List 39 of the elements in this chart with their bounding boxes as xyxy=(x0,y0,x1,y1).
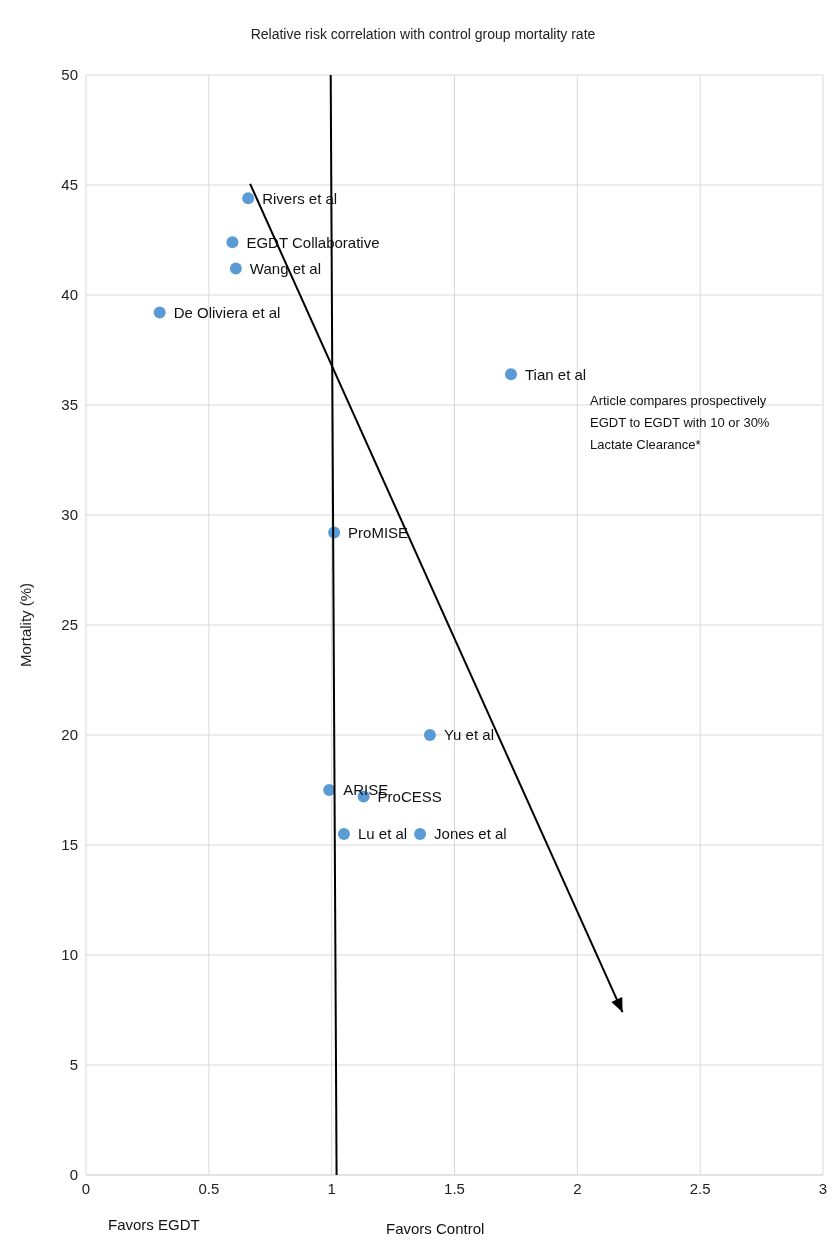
text: Favors EGDT xyxy=(108,1216,200,1233)
y-tick-label: 50 xyxy=(61,66,78,84)
x-tick-label: 0.5 xyxy=(198,1179,220,1197)
x-tick-label: 1.5 xyxy=(444,1179,465,1197)
y-tick-label: 5 xyxy=(69,1056,78,1074)
y-tick-label: 35 xyxy=(61,396,78,414)
point xyxy=(337,828,350,840)
y-tick-label: 10 xyxy=(61,946,78,964)
point xyxy=(423,729,436,741)
x-tick-label: 1 xyxy=(327,1179,336,1197)
x-tick-label: 2 xyxy=(573,1179,582,1197)
point xyxy=(414,828,427,840)
y-axis-title: Mortality (%) xyxy=(17,582,35,668)
y-tick-label: 45 xyxy=(61,176,78,194)
y-tick-label: 30 xyxy=(61,506,78,524)
point xyxy=(153,306,166,319)
point xyxy=(226,236,239,249)
y-tick-label: 20 xyxy=(61,726,78,744)
y-tick-label: 40 xyxy=(61,286,78,304)
annotation: Wang et al xyxy=(249,259,322,277)
y-tick-label: 15 xyxy=(61,836,78,854)
annotation: Yu et al xyxy=(443,726,494,744)
text: Favors Control xyxy=(386,1220,485,1237)
annotation: De Oliviera et al xyxy=(173,303,281,321)
x-tick-label: 0 xyxy=(81,1179,91,1197)
x-tick-label: 2.5 xyxy=(689,1179,711,1197)
point xyxy=(323,784,336,796)
y-tick-label: 25 xyxy=(61,616,78,634)
y-tick-label: 0 xyxy=(69,1166,78,1184)
chart-title: Relative risk correlation with control group mortality rate xyxy=(249,26,597,42)
annotation: ProMISE xyxy=(348,523,409,541)
annotation: Article compares prospectively EGDT to EGDT with 10 or 30% Lactate Clearance* xyxy=(590,392,771,454)
annotation: Lu et al xyxy=(357,825,408,843)
x-tick-label: 3 xyxy=(818,1179,828,1197)
annotation: Tian et al xyxy=(525,365,587,383)
point xyxy=(505,368,517,381)
point xyxy=(229,262,242,275)
annotation: Jones et al xyxy=(434,825,507,843)
point xyxy=(242,192,255,205)
